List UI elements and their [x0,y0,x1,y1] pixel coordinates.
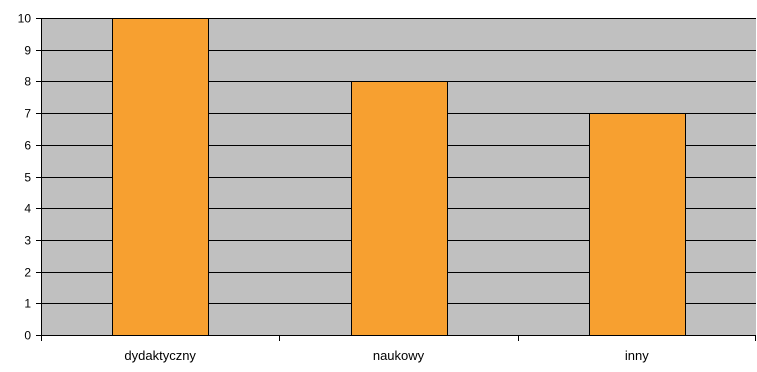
y-tick-label-4: 4 [24,202,31,216]
bar-inny [589,113,686,336]
y-tick-label-2: 2 [24,266,31,280]
y-axis-ticks: 0 1 2 3 4 5 6 7 8 9 10 [18,12,41,343]
y-tick-label-3: 3 [24,234,31,248]
x-category-label-dydaktyczny: dydaktyczny [124,348,196,363]
bars [112,18,686,336]
y-tick-label-9: 9 [24,44,31,58]
y-tick-label-0: 0 [24,329,31,343]
bar-naukowy [351,81,448,336]
y-tick-label-7: 7 [24,107,31,121]
axes [36,18,756,341]
y-tick-label-5: 5 [24,171,31,185]
y-tick-label-10: 10 [18,12,32,26]
x-axis-ticks: dydaktyczny naukowy inny [124,335,756,363]
x-category-label-inny: inny [625,348,649,363]
x-category-label-naukowy: naukowy [373,348,425,363]
y-tick-label-8: 8 [24,75,31,89]
y-tick-label-6: 6 [24,139,31,153]
bar-dydaktyczny [112,18,209,336]
y-tick-label-1: 1 [24,297,31,311]
